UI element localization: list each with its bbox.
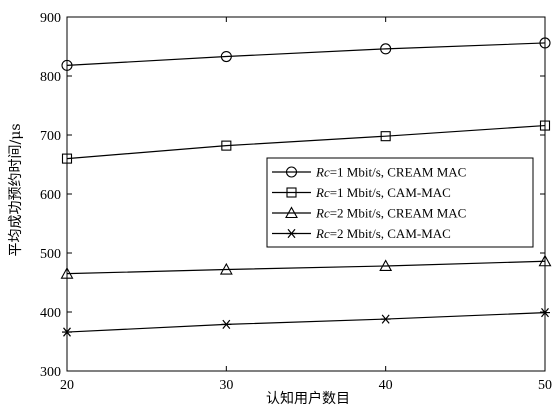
y-tick-label: 600 [40, 188, 61, 203]
x-tick-label: 50 [538, 378, 552, 393]
legend-entry-italic: Rc [315, 206, 330, 221]
data-point-asterisk [221, 319, 232, 330]
data-point-triangle [538, 254, 552, 267]
legend-entry-italic: Rc [315, 226, 330, 241]
data-point-circle [380, 43, 392, 55]
legend-marker-triangle [285, 206, 298, 219]
y-tick-label: 300 [40, 365, 61, 380]
data-point-circle [539, 37, 551, 49]
asterisk-stroke [63, 327, 71, 337]
legend-entry: Rc=2 Mbit/s, CAM-MAC [315, 226, 451, 241]
data-point-circle [220, 50, 232, 63]
data-point-triangle [219, 262, 233, 275]
legend-entry-italic: Rc [315, 185, 330, 200]
legend-entry-text: =2 Mbit/s, CREAM MAC [330, 206, 467, 221]
legend-box [266, 157, 534, 248]
data-point-triangle [379, 259, 393, 272]
x-tick-label: 40 [379, 378, 393, 393]
data-series [60, 37, 552, 337]
series-line-4 [66, 311, 546, 333]
legend-entry: Rc=1 Mbit/s, CREAM MAC [315, 165, 466, 180]
legend-entry-text: =2 Mbit/s, CAM-MAC [330, 226, 451, 241]
x-axis-label: 认知用户数目 [266, 390, 350, 407]
legend-entry: Rc=1 Mbit/s, CAM-MAC [315, 185, 451, 200]
data-point-square [380, 131, 391, 142]
data-point-asterisk [380, 314, 391, 324]
legend-marker-circle [285, 166, 298, 178]
asterisk-stroke [381, 314, 390, 324]
y-tick-label: 500 [40, 247, 61, 262]
series-line-1 [66, 42, 546, 66]
data-point-triangle [60, 267, 74, 279]
legend-entry: Rc=2 Mbit/s, CREAM MAC [315, 206, 466, 221]
legend-entry-text: =1 Mbit/s, CREAM MAC [330, 165, 467, 180]
data-point-square [221, 140, 232, 151]
data-point-square [539, 120, 551, 131]
y-tick-label: 800 [40, 70, 61, 85]
asterisk-stroke [287, 228, 296, 239]
y-axis-label: 平均成功预约时间/μs [8, 124, 24, 257]
data-point-asterisk [62, 327, 72, 337]
series-line-2 [66, 124, 546, 160]
legend-marker-asterisk [286, 228, 297, 239]
asterisk-stroke [541, 307, 549, 318]
data-point-square [61, 153, 73, 164]
axis-ticks: 20 30 40 50 300 400 500 600 700 800 900 [40, 11, 552, 393]
asterisk-stroke [222, 319, 231, 330]
y-tick-label: 900 [40, 11, 61, 26]
legend-entry-italic: Rc [315, 165, 330, 180]
y-tick-label: 700 [40, 129, 61, 144]
x-tick-label: 20 [60, 378, 74, 393]
x-tick-label: 30 [219, 378, 233, 393]
y-tick-label: 400 [40, 306, 61, 321]
legend-marker-square [286, 187, 297, 198]
data-point-asterisk [540, 307, 550, 318]
legend-entry-text: =1 Mbit/s, CAM-MAC [330, 185, 451, 200]
series-line-3 [66, 260, 546, 275]
data-point-circle [61, 59, 73, 71]
